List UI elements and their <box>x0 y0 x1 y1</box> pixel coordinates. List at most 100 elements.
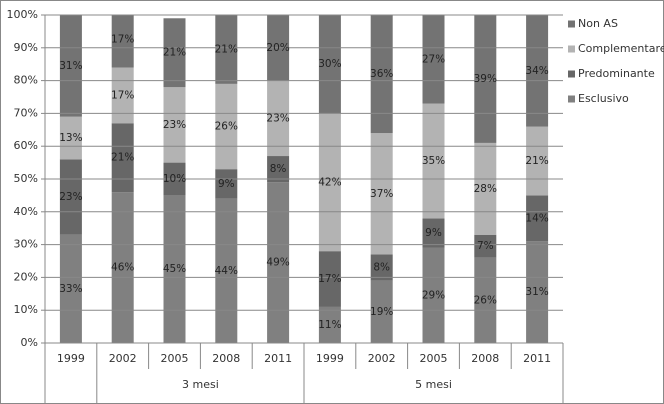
bar-segment <box>215 169 238 199</box>
data-label: 20% <box>266 42 289 54</box>
data-label: 26% <box>215 121 238 133</box>
data-label: 9% <box>425 227 442 239</box>
y-tick-label: 50% <box>14 172 38 185</box>
bar-segment <box>318 306 341 343</box>
bar-segment <box>318 113 341 252</box>
data-label: 30% <box>318 58 341 70</box>
y-tick-label: 40% <box>14 205 38 218</box>
bar-segment <box>111 67 134 124</box>
data-label: 45% <box>163 263 186 275</box>
group-label: 3 mesi <box>182 378 219 391</box>
data-label: 21% <box>525 155 548 167</box>
legend-label: Predominante <box>578 67 655 80</box>
x-tick-label: 2008 <box>471 352 499 365</box>
data-label: 17% <box>318 273 341 285</box>
data-label: 35% <box>422 155 445 167</box>
data-label: 9% <box>218 178 235 190</box>
data-label: 42% <box>318 176 341 188</box>
data-label: 31% <box>59 60 82 72</box>
bar-segment <box>111 15 134 68</box>
bar-segment <box>474 15 497 143</box>
legend-label: Esclusivo <box>578 92 629 105</box>
bar-segment <box>370 15 393 134</box>
data-label: 28% <box>474 183 497 195</box>
bar-segment <box>370 280 393 343</box>
legend-swatch <box>568 45 575 53</box>
x-tick-label: 1999 <box>316 352 344 365</box>
data-label: 34% <box>525 65 548 77</box>
bar-segment <box>422 103 445 219</box>
x-tick-label: 2005 <box>420 352 448 365</box>
data-label: 31% <box>525 286 548 298</box>
legend-label: Non AS <box>578 17 618 30</box>
data-label: 49% <box>266 257 289 269</box>
legend-swatch <box>568 70 575 78</box>
bar-segment <box>318 15 341 114</box>
data-label: 39% <box>474 73 497 85</box>
bar-segment <box>526 126 549 196</box>
data-label: 37% <box>370 188 393 200</box>
data-label: 17% <box>111 34 134 46</box>
data-label: 21% <box>111 152 134 164</box>
bar-segment <box>267 156 290 183</box>
data-label: 8% <box>270 163 287 175</box>
bar-segment <box>422 218 445 248</box>
bar-segment <box>370 254 393 281</box>
data-label: 17% <box>111 89 134 101</box>
bar-segment <box>267 80 290 157</box>
bar-segment <box>526 241 549 343</box>
legend-label: Complementare <box>578 42 664 55</box>
y-tick-label: 30% <box>14 238 38 251</box>
data-label: 29% <box>422 289 445 301</box>
data-label: 27% <box>422 53 445 65</box>
data-label: 36% <box>370 68 393 80</box>
y-tick-label: 90% <box>14 41 38 54</box>
data-label: 46% <box>111 262 134 274</box>
bar-segment <box>370 133 393 255</box>
bar-segment <box>318 251 341 307</box>
y-tick-label: 20% <box>14 270 38 283</box>
bar-segment <box>163 18 186 88</box>
x-tick-label: 2005 <box>161 352 189 365</box>
bar-segment <box>474 257 497 343</box>
y-tick-label: 80% <box>14 74 38 87</box>
bar-segment <box>474 234 497 258</box>
data-label: 26% <box>474 294 497 306</box>
bar-segment <box>59 116 82 160</box>
bar-segment <box>422 247 445 343</box>
bar-segment <box>422 15 445 104</box>
y-tick-label: 60% <box>14 139 38 152</box>
y-tick-label: 10% <box>14 303 38 316</box>
bar-segment <box>526 15 549 127</box>
bar-segment <box>111 123 134 193</box>
y-tick-label: 70% <box>14 106 38 119</box>
x-tick-label: 2008 <box>212 352 240 365</box>
data-label: 7% <box>477 240 494 252</box>
data-label: 21% <box>215 43 238 55</box>
data-label: 13% <box>59 132 82 144</box>
data-label: 11% <box>318 319 341 331</box>
y-tick-label: 100% <box>7 8 38 21</box>
bar-segment <box>59 159 82 235</box>
bar-segment <box>163 87 186 163</box>
bar-segment <box>111 192 134 343</box>
x-tick-label: 2002 <box>368 352 396 365</box>
x-tick-label: 2002 <box>109 352 137 365</box>
bar-segment <box>59 234 82 343</box>
legend-swatch <box>568 20 575 28</box>
bar-segment <box>215 83 238 170</box>
data-label: 10% <box>163 173 186 185</box>
data-label: 44% <box>215 265 238 277</box>
x-tick-label: 2011 <box>523 352 551 365</box>
data-label: 19% <box>370 306 393 318</box>
data-label: 23% <box>266 112 289 124</box>
bar-segment <box>163 195 186 343</box>
bar-segment <box>59 15 82 117</box>
group-label: 5 mesi <box>415 378 452 391</box>
x-tick-label: 1999 <box>57 352 85 365</box>
plot-area <box>59 15 549 343</box>
data-label: 21% <box>163 47 186 59</box>
data-label: 8% <box>373 262 390 274</box>
bar-segment <box>267 182 290 343</box>
